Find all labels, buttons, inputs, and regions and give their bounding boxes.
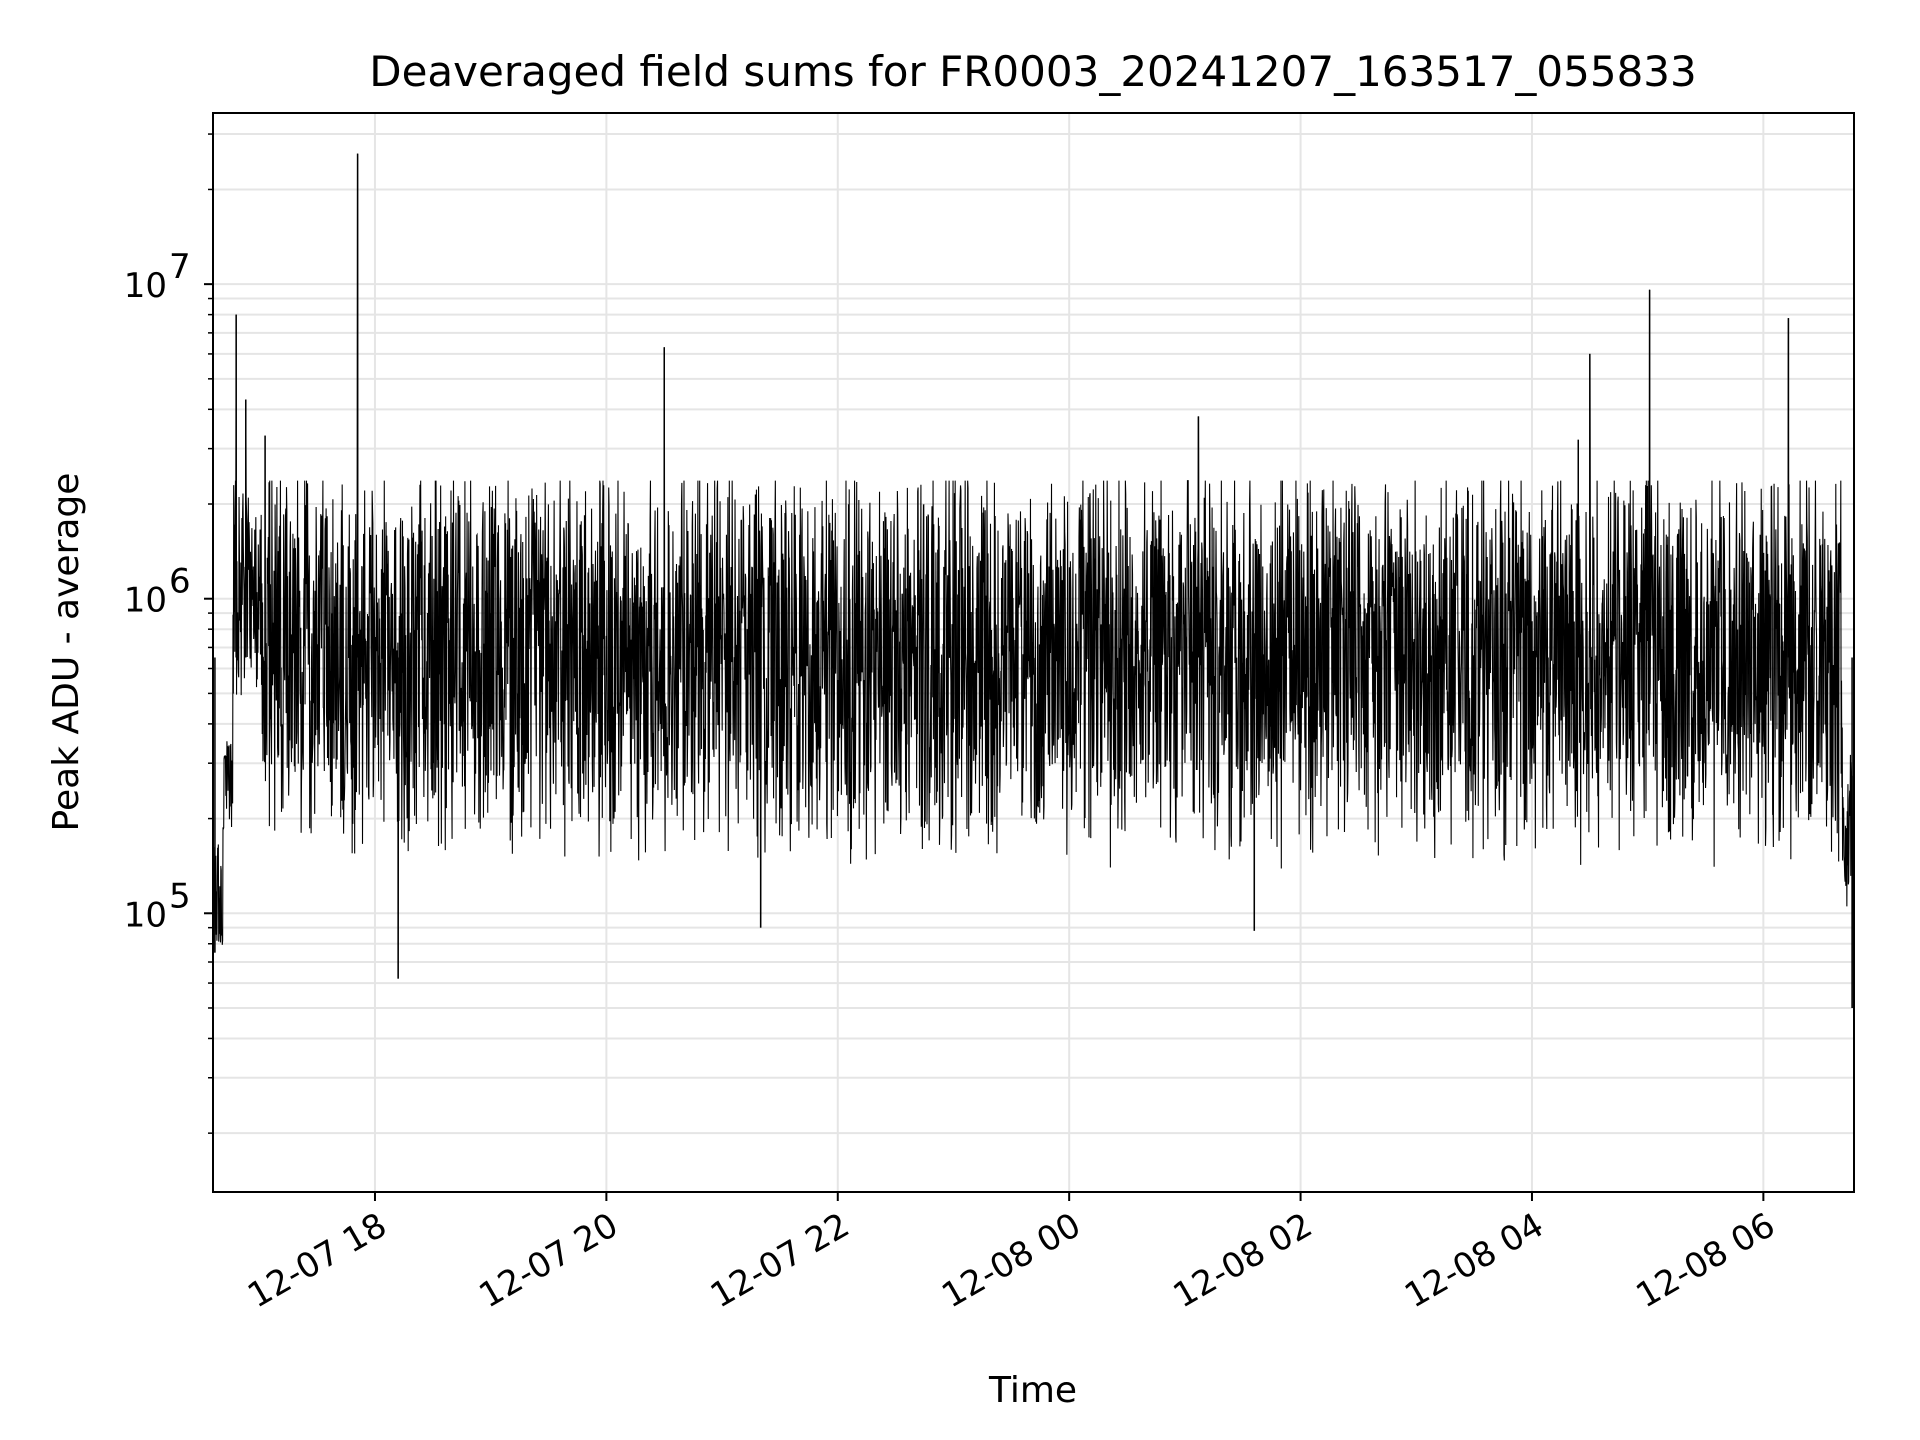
x-axis-label: Time [988,1370,1077,1411]
chart-title: Deaveraged field sums for FR0003_2024120… [369,47,1697,96]
y-tick-label: 10 [124,895,167,935]
y-tick-exponent: 5 [169,876,191,916]
y-axis-label: Peak ADU - average [46,473,87,832]
y-tick-label: 10 [124,581,167,621]
plot-frame [212,112,1855,1193]
y-tick-exponent: 6 [169,562,191,602]
series-line [212,153,1855,1008]
series-layer [212,153,1855,1008]
y-tick-exponent: 7 [169,247,191,287]
y-tick-label: 10 [124,266,167,306]
